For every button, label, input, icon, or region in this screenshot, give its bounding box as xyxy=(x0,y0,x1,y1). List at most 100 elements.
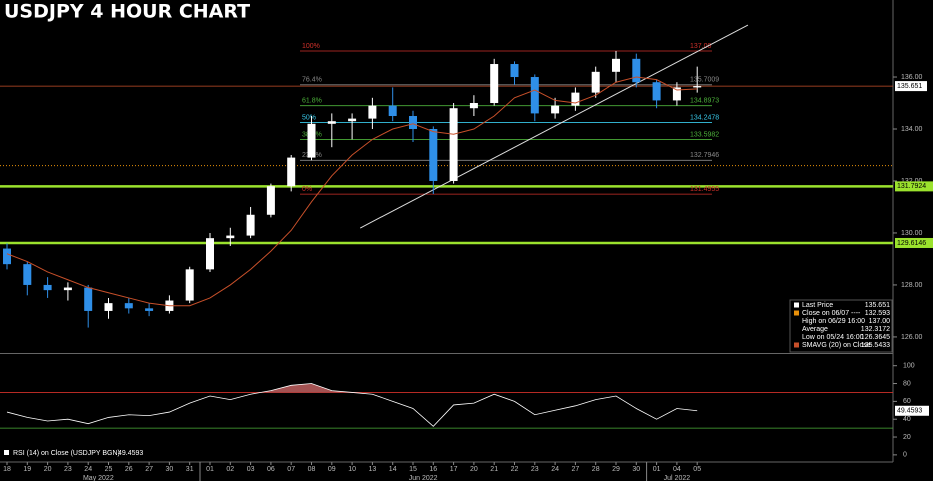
legend-swatch xyxy=(794,310,799,316)
x-tick-label: 28 xyxy=(592,466,600,473)
fib-percent: 76.4% xyxy=(302,77,322,84)
candle-body xyxy=(632,58,641,83)
x-tick-label: 25 xyxy=(105,466,113,473)
candle-body xyxy=(307,123,316,158)
fib-percent: 50% xyxy=(302,114,316,121)
rsi-legend-swatch xyxy=(4,450,9,455)
month-label: Jul 2022 xyxy=(664,475,691,481)
rsi-line xyxy=(6,383,698,427)
x-tick-label: 20 xyxy=(44,466,52,473)
fib-value: 135.7009 xyxy=(690,77,719,84)
fib-value: 131.4955 xyxy=(690,186,719,193)
sma-line xyxy=(6,76,698,307)
candle-body xyxy=(388,105,397,117)
rsi-value-box xyxy=(895,405,929,416)
candle-body xyxy=(591,71,600,93)
candle-body xyxy=(3,248,11,265)
candle-body xyxy=(510,64,519,78)
x-tick-label: 01 xyxy=(206,466,214,473)
chart-title: USDJPY 4 HOUR CHART xyxy=(4,1,250,23)
last-price-box xyxy=(895,81,927,92)
legend-value: 132.593 xyxy=(865,310,890,317)
candle-body xyxy=(490,64,499,104)
month-label: May 2022 xyxy=(83,475,114,481)
x-tick-label: 19 xyxy=(23,466,31,473)
legend-label: Close on 06/07 ---- xyxy=(802,310,861,317)
candle-body xyxy=(43,284,52,291)
fib-value: 132.7946 xyxy=(690,152,719,159)
x-tick-label: 31 xyxy=(186,466,194,473)
fib-value: 134.2478 xyxy=(690,114,719,121)
month-label: Jun 2022 xyxy=(409,475,438,481)
x-tick-label: 02 xyxy=(226,466,234,473)
x-tick-label: 17 xyxy=(450,466,458,473)
legend-box xyxy=(789,299,893,353)
candle-body xyxy=(409,116,417,130)
candle-body xyxy=(185,269,194,301)
candle-body xyxy=(348,118,357,122)
candle-body xyxy=(84,287,93,311)
x-tick-label: 27 xyxy=(145,466,153,473)
fib-value: 133.5982 xyxy=(690,131,719,138)
x-tick-label: 04 xyxy=(673,466,681,473)
legend-label: Low on 05/24 16:00 xyxy=(802,334,864,341)
x-tick-label: 07 xyxy=(287,466,295,473)
candle-body xyxy=(368,105,377,119)
level-label: 131.7924 xyxy=(897,183,926,190)
candle-body xyxy=(63,287,72,291)
candle-body xyxy=(124,303,133,309)
legend-swatch xyxy=(794,302,799,308)
x-tick-label: 01 xyxy=(653,466,661,473)
candle-body xyxy=(104,303,113,311)
legend-label: Average xyxy=(802,326,828,333)
x-tick-label: 13 xyxy=(369,466,377,473)
x-tick-label: 30 xyxy=(166,466,174,473)
rsi-y-tick-label: 40 xyxy=(903,416,911,423)
fib-value: 137.00 xyxy=(690,43,712,50)
candle-body xyxy=(145,308,154,311)
legend-value: 135.5433 xyxy=(861,342,890,349)
x-tick-label: 24 xyxy=(551,466,559,473)
candle-body xyxy=(449,108,458,181)
level-label-box xyxy=(895,237,933,248)
fib-percent: 61.8% xyxy=(302,98,322,105)
candle-body xyxy=(226,235,235,239)
x-tick-label: 03 xyxy=(247,466,255,473)
rsi-y-tick-label: 80 xyxy=(903,380,911,387)
x-tick-label: 30 xyxy=(632,466,640,473)
candle-body xyxy=(612,58,620,72)
rsi-y-tick-label: 60 xyxy=(903,398,911,405)
legend-value: 137.00 xyxy=(869,318,891,325)
y-tick-label: 130.00 xyxy=(901,230,923,237)
rsi-y-tick-label: 0 xyxy=(903,452,907,459)
y-tick-label: 134.00 xyxy=(901,126,923,133)
legend-value: 132.3172 xyxy=(861,326,890,333)
x-tick-label: 27 xyxy=(572,466,580,473)
fib-value: 134.8973 xyxy=(690,98,719,105)
x-tick-label: 15 xyxy=(409,466,417,473)
candle-body xyxy=(469,103,478,109)
x-tick-label: 23 xyxy=(64,466,72,473)
legend-value: 126.3645 xyxy=(861,334,890,341)
legend-label: Last Price xyxy=(802,302,833,309)
x-tick-label: 16 xyxy=(429,466,437,473)
rsi-value-label: 49.4593 xyxy=(897,408,922,415)
candle-body xyxy=(23,264,32,285)
legend-label: SMAVG (20) on Close xyxy=(802,342,871,349)
x-tick-label: 24 xyxy=(84,466,92,473)
level-label: 129.6146 xyxy=(897,240,926,247)
rsi-y-tick-label: 20 xyxy=(903,434,911,441)
last-price-label: 135.651 xyxy=(897,83,922,90)
candle-body xyxy=(246,214,255,236)
candle-body xyxy=(530,77,539,114)
candle-body xyxy=(571,92,580,106)
legend-swatch xyxy=(794,342,799,348)
x-tick-label: 10 xyxy=(348,466,356,473)
rsi-legend-name: RSI (14) on Close (USDJPY BGN) xyxy=(13,450,120,457)
y-tick-label: 128.00 xyxy=(901,282,923,289)
fib-percent: 100% xyxy=(302,43,320,50)
legend-label: High on 06/29 16:00 xyxy=(802,318,865,325)
x-tick-label: 08 xyxy=(308,466,316,473)
